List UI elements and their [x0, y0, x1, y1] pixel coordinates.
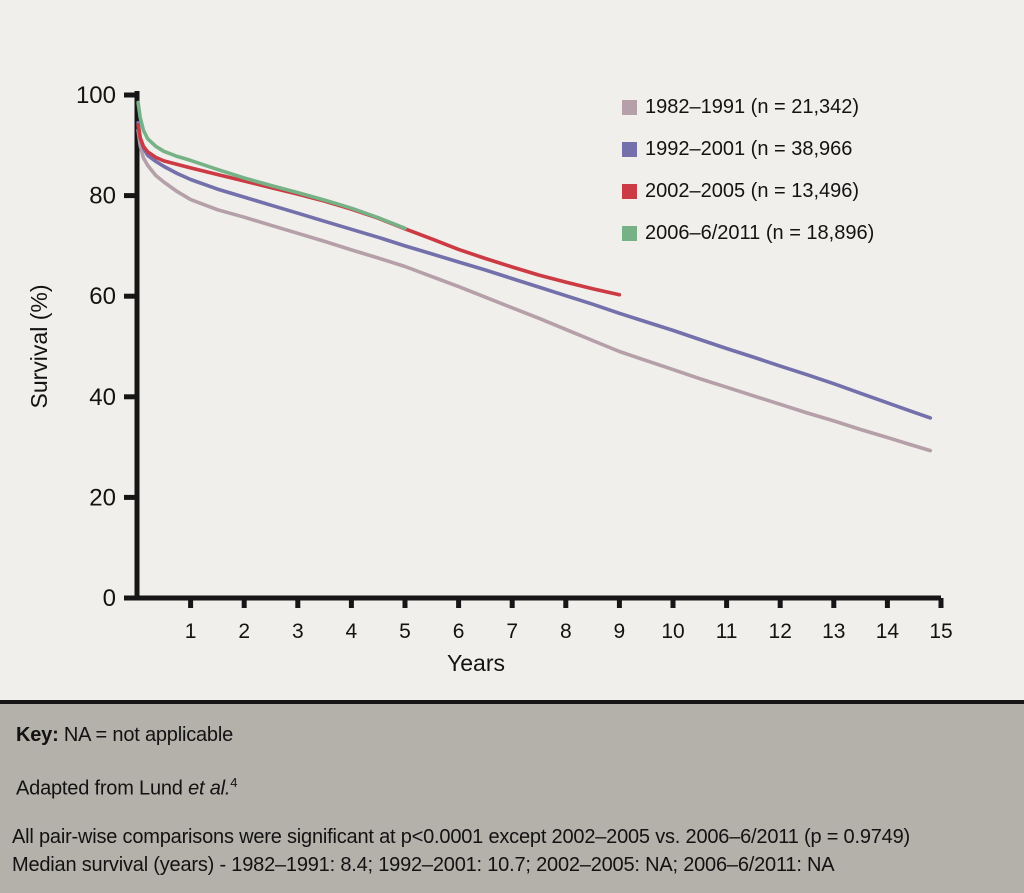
x-axis-tick-label: 8	[560, 620, 572, 643]
footnote-reference-number: 4	[230, 775, 238, 790]
footnote-key-label: Key:	[16, 724, 59, 746]
x-axis-tick-label: 5	[399, 620, 411, 643]
legend-label: 1992–2001 (n = 38,966	[645, 137, 853, 160]
chart-legend: 1982–1991 (n = 21,342) 1992–2001 (n = 38,…	[622, 86, 874, 254]
x-axis-tick-label: 3	[292, 620, 304, 643]
legend-swatch-icon	[622, 141, 637, 157]
footnote-median-line: Median survival (years) - 1982–1991: 8.4…	[12, 854, 835, 876]
x-axis-tick-label: 2	[238, 620, 250, 643]
footnote-key-line: Key: NA = not applicable	[16, 724, 233, 747]
y-axis-title: Survival (%)	[26, 285, 52, 409]
footnote-adapted-etal: et al.	[188, 777, 231, 800]
legend-swatch-icon	[622, 99, 637, 115]
footnote-adapted-prefix: Adapted from Lund	[16, 777, 189, 800]
legend-swatch-icon	[622, 225, 637, 241]
x-axis-tick-label: 1	[185, 620, 197, 643]
series-line-2	[136, 123, 622, 297]
footnote-adapted-line: Adapted from Lund et al.4	[16, 775, 237, 801]
x-axis-tick-label: 4	[346, 620, 358, 643]
legend-label: 2002–2005 (n = 13,496)	[645, 179, 860, 202]
legend-label: 2006–6/2011 (n = 18,896)	[645, 221, 875, 244]
y-axis-tick-label: 100	[76, 82, 116, 109]
y-axis-tick-label: 0	[103, 585, 116, 612]
survival-chart: 0 20 40 60 80 100 1 2 3 4 5 6 7 8 9 10 11 12 13 14 15 Surviva…	[26, 82, 953, 676]
y-axis-tick-label: 20	[89, 484, 116, 511]
y-axis-tick-label: 80	[89, 183, 116, 210]
series-line-0	[136, 128, 933, 453]
x-axis-tick-label: 13	[822, 620, 845, 643]
x-axis-tick-label: 14	[876, 620, 900, 643]
series-line-3	[136, 100, 407, 231]
legend-label: 1982–1991 (n = 21,342)	[645, 95, 860, 118]
x-axis-tick-label: 7	[506, 620, 518, 643]
x-axis-tick-label: 10	[661, 620, 684, 643]
x-axis-tick-label: 12	[769, 620, 792, 643]
x-axis-tick-label: 15	[929, 620, 952, 643]
legend-item: 2002–2005 (n = 13,496)	[622, 170, 874, 212]
legend-item: 2006–6/2011 (n = 18,896)	[622, 212, 874, 254]
legend-item: 1992–2001 (n = 38,966	[622, 128, 874, 170]
footnote-stats-line: All pair-wise comparisons were significa…	[12, 826, 910, 848]
y-axis-tick-label: 60	[89, 283, 116, 310]
footnote-key-text: NA = not applicable	[58, 724, 234, 746]
x-axis-tick-label: 11	[716, 620, 738, 643]
footnote-panel: Key: NA = not applicable Adapted from Lu…	[0, 700, 1024, 893]
x-axis-tick-label: 6	[453, 620, 465, 643]
series-line-1	[136, 120, 933, 420]
legend-item: 1982–1991 (n = 21,342)	[622, 86, 874, 128]
y-axis-tick-label: 40	[89, 384, 116, 411]
x-axis-title: Years	[447, 650, 505, 676]
legend-swatch-icon	[622, 183, 637, 199]
x-axis-tick-label: 9	[614, 620, 626, 643]
